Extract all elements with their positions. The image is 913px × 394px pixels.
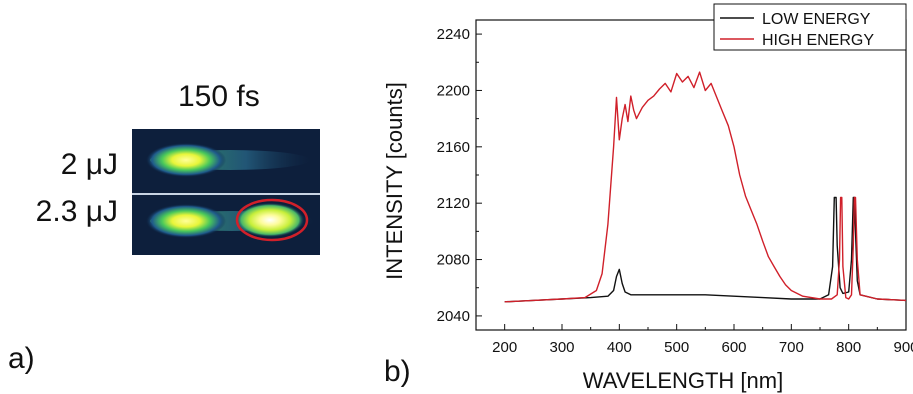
energy-label-low: 2 μJ xyxy=(60,148,118,181)
y-tick-label: 2080 xyxy=(437,252,470,269)
y-tick-label: 2160 xyxy=(437,139,470,156)
beam-spot-high-secondary xyxy=(236,203,304,237)
x-tick-label: 300 xyxy=(549,339,574,356)
legend-label-0: LOW ENERGY xyxy=(762,11,871,28)
x-tick-label: 700 xyxy=(779,339,804,356)
plot-border xyxy=(475,19,907,331)
x-tick-label: 400 xyxy=(607,339,632,356)
ticks-layer: 200 300 400 500 600 700 800 900 2040 2080 2120 2160… xyxy=(437,26,913,356)
y-tick-label: 2120 xyxy=(437,195,470,212)
legend-label-1: HIGH ENERGY xyxy=(762,32,874,49)
beam-spot-high-main xyxy=(146,204,226,238)
energy-label-high: 2.3 μJ xyxy=(35,195,118,228)
x-axis-label: WAVELENGTH [nm] xyxy=(583,368,783,393)
x-tick-label: 600 xyxy=(721,339,746,356)
y-tick-label: 2240 xyxy=(437,26,470,43)
highlight-ellipse xyxy=(235,198,309,242)
series-layer xyxy=(504,71,906,303)
legend: LOW ENERGY HIGH ENERGY xyxy=(713,3,907,51)
plot-frame xyxy=(475,19,907,331)
x-tick-label: 200 xyxy=(492,339,517,356)
panel-a-letter: a) xyxy=(8,342,35,375)
beam-image-divider xyxy=(132,193,320,195)
y-tick-label: 2200 xyxy=(437,82,470,99)
x-tick-label: 800 xyxy=(836,339,861,356)
series-line-0 xyxy=(504,196,906,303)
y-axis-label: INTENSITY [counts] xyxy=(382,82,407,280)
series-line-1 xyxy=(504,71,906,303)
x-tick-label: 500 xyxy=(664,339,689,356)
beam-image xyxy=(132,129,320,255)
y-tick-label: 2040 xyxy=(437,308,470,325)
panel-a-title: 150 fs xyxy=(178,80,260,113)
beam-spot-low xyxy=(146,143,226,177)
legend-box xyxy=(713,3,907,51)
x-tick-label: 900 xyxy=(893,339,913,356)
panel-b-letter: b) xyxy=(384,355,411,388)
